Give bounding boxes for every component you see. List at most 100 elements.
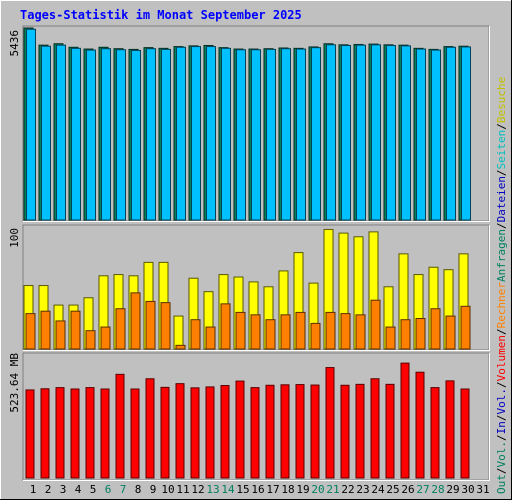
requests-bar-dateien-day-6 — [101, 48, 111, 221]
requests-bar-dateien-day-25 — [386, 45, 396, 221]
volume-bar-volumen-day-17 — [265, 384, 275, 479]
requests-bar-dateien-day-5 — [86, 49, 96, 221]
volume-bar-volumen-day-28 — [430, 387, 440, 479]
requests-bar-dateien-day-2 — [41, 45, 51, 221]
day-label-25: 25 — [386, 483, 399, 496]
day-label-30: 30 — [461, 483, 474, 496]
panel-visits-max-label: 100 — [8, 228, 21, 248]
day-label-16: 16 — [251, 483, 264, 496]
requests-bar-dateien-day-14 — [221, 47, 231, 221]
day-label-14: 14 — [221, 483, 235, 496]
visits-bar-rechner-day-16 — [250, 314, 261, 350]
requests-bar-dateien-day-1 — [26, 28, 36, 221]
side-legend-part-7: / — [495, 381, 508, 388]
volume-bar-volumen-day-4 — [70, 388, 80, 479]
requests-bar-dateien-day-3 — [56, 44, 66, 221]
day-label-1: 1 — [30, 483, 37, 496]
visits-bar-rechner-day-11 — [175, 344, 186, 350]
requests-bar-dateien-day-16 — [251, 49, 261, 221]
volume-bar-volumen-day-24 — [370, 378, 380, 479]
day-label-3: 3 — [60, 483, 67, 496]
visits-bar-rechner-day-29 — [445, 315, 456, 350]
visits-bars — [23, 228, 471, 350]
requests-bar-dateien-day-9 — [146, 48, 156, 221]
side-legend-part-12: / — [495, 222, 508, 229]
visits-bar-rechner-day-21 — [325, 311, 336, 350]
visits-bar-rechner-day-25 — [385, 326, 396, 350]
visits-bar-rechner-day-19 — [295, 311, 306, 350]
side-legend-part-3: / — [495, 434, 508, 441]
visits-bar-rechner-day-1 — [25, 313, 36, 350]
day-label-21: 21 — [326, 483, 339, 496]
visits-bar-rechner-day-17 — [265, 319, 276, 350]
day-label-7: 7 — [120, 483, 127, 496]
side-legend-part-10: Rechner — [495, 282, 508, 329]
visits-bar-rechner-day-28 — [430, 308, 441, 350]
requests-bar-dateien-day-7 — [116, 49, 126, 221]
panel-visits: 100 — [8, 224, 490, 351]
visits-bar-rechner-day-22 — [340, 313, 351, 350]
day-label-26: 26 — [401, 483, 414, 496]
requests-bar-dateien-day-24 — [371, 44, 381, 221]
side-legend: Out/Vol./In/Vol./Volumen/RechnerAnfragen… — [495, 77, 508, 494]
requests-bar-dateien-day-30 — [461, 46, 471, 221]
day-label-9: 9 — [150, 483, 157, 496]
day-label-31: 31 — [476, 483, 489, 496]
visits-bar-rechner-day-10 — [160, 302, 171, 350]
day-label-23: 23 — [356, 483, 369, 496]
requests-bar-dateien-day-21 — [326, 44, 336, 221]
day-label-20: 20 — [311, 483, 324, 496]
side-legend-part-11: Anfragen — [495, 229, 508, 282]
requests-bar-dateien-day-19 — [296, 48, 306, 221]
visits-bar-rechner-day-24 — [370, 299, 381, 350]
visits-bar-rechner-day-3 — [55, 320, 66, 350]
day-label-17: 17 — [266, 483, 279, 496]
visits-bar-rechner-day-26 — [400, 319, 411, 350]
side-legend-part-13: Dateien — [495, 176, 508, 222]
day-label-12: 12 — [191, 483, 204, 496]
visits-bar-rechner-day-5 — [85, 330, 96, 350]
visits-bar-rechner-day-27 — [415, 318, 426, 350]
volume-bar-volumen-day-11 — [175, 383, 185, 479]
requests-bar-dateien-day-20 — [311, 47, 321, 221]
visits-bar-rechner-day-14 — [220, 303, 231, 350]
panel-requests-max-label: 5436 — [8, 30, 21, 57]
volume-bar-volumen-day-7 — [115, 373, 125, 479]
side-legend-part-1: / — [495, 468, 508, 475]
visits-bar-rechner-day-18 — [280, 314, 291, 350]
volume-bar-volumen-day-22 — [340, 384, 350, 479]
volume-bar-volumen-day-10 — [160, 386, 170, 479]
day-label-11: 11 — [176, 483, 189, 496]
requests-bar-dateien-day-15 — [236, 49, 246, 221]
side-legend-part-15: Seiten — [495, 130, 508, 170]
day-label-4: 4 — [75, 483, 82, 496]
volume-bar-volumen-day-18 — [280, 384, 290, 479]
requests-bar-dateien-day-29 — [446, 46, 456, 221]
volume-bar-volumen-day-30 — [460, 388, 470, 479]
day-label-27: 27 — [416, 483, 429, 496]
volume-bar-volumen-day-1 — [25, 389, 35, 479]
volume-bar-volumen-day-29 — [445, 380, 455, 479]
volume-bar-volumen-day-20 — [310, 384, 320, 479]
volume-bar-volumen-day-23 — [355, 383, 365, 479]
visits-bar-rechner-day-4 — [70, 310, 81, 350]
volume-bar-volumen-day-5 — [85, 387, 95, 479]
panel-volume-max-label: 523.64 MB — [8, 353, 21, 413]
day-label-13: 13 — [206, 483, 219, 496]
panel-volume: 523.64 MB — [8, 352, 490, 481]
side-legend-part-8: Volumen — [495, 335, 508, 381]
visits-bar-rechner-day-20 — [310, 322, 321, 350]
side-legend-part-14: / — [495, 169, 508, 176]
volume-bar-volumen-day-25 — [385, 383, 395, 479]
requests-bar-dateien-day-23 — [356, 44, 366, 221]
visits-bar-rechner-day-7 — [115, 308, 126, 350]
visits-bar-rechner-day-12 — [190, 319, 201, 350]
visits-bar-rechner-day-8 — [130, 292, 141, 350]
side-legend-part-5: / — [495, 415, 508, 422]
side-legend-part-0: Out — [495, 474, 508, 494]
visits-bar-rechner-day-9 — [145, 300, 156, 350]
requests-bars — [23, 27, 471, 221]
visits-bar-rechner-day-6 — [100, 326, 111, 350]
requests-bar-dateien-day-4 — [71, 47, 81, 221]
chart-title: Tages-Statistik im Monat September 2025 — [20, 8, 302, 22]
